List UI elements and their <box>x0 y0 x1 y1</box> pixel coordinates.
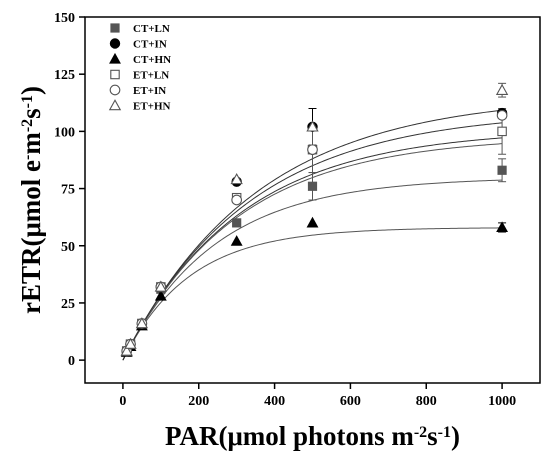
point-et-hn <box>495 83 509 95</box>
x-tick-label: 0 <box>119 394 126 409</box>
plot-area-border <box>84 16 541 384</box>
x-tick-label: 800 <box>416 394 437 409</box>
legend-item-ct-ln: CT+LN <box>110 23 170 35</box>
legend-item-et-ln: ET+LN <box>110 69 169 82</box>
legend-item-ct-hn: CT+HN <box>109 52 171 66</box>
x-tick-label: 600 <box>340 394 361 409</box>
y-tick-label: 25 <box>61 297 75 312</box>
point-et-hn <box>124 337 137 349</box>
point-et-hn <box>154 280 168 292</box>
point-ct-hn <box>306 216 319 228</box>
legend-marker <box>109 38 121 49</box>
axis-ticks: 0 200 400 600 800 1000 0 25 50 75 100 125 150 <box>54 11 516 409</box>
point-et-hn <box>306 120 319 132</box>
y-tick-label: 0 <box>68 354 75 369</box>
point-et-hn <box>135 317 149 329</box>
y-tick-label: 100 <box>54 125 75 140</box>
x-tick-label: 400 <box>264 394 285 409</box>
point-et-hn <box>230 173 243 185</box>
plot-frame <box>84 16 541 384</box>
point-et-in <box>307 144 318 156</box>
error-bars <box>308 82 507 233</box>
point-ct-hn <box>496 221 509 233</box>
point-ct-ln <box>232 218 242 228</box>
x-axis-title: PAR(μmol photons m-2s-1) <box>165 421 460 451</box>
x-tick-label: 1000 <box>488 394 516 409</box>
legend: CT+LN CT+IN CT+HN ET+LN ET+IN ET+HN <box>108 23 171 113</box>
legend-label: ET+HN <box>133 101 170 113</box>
y-axis-title: rETR(μmol e-m-2s-1) <box>16 86 46 314</box>
data-markers <box>120 83 509 357</box>
y-tick-label: 150 <box>54 11 75 26</box>
point-ct-hn <box>230 235 243 246</box>
legend-item-et-hn: ET+HN <box>108 99 170 113</box>
point-et-in <box>231 194 243 206</box>
fit-curves <box>122 109 503 361</box>
fit-curve-ct-hn <box>122 227 503 361</box>
legend-marker <box>108 99 122 111</box>
point-ct-ln <box>307 181 318 191</box>
legend-label: CT+LN <box>133 23 170 35</box>
legend-item-ct-in: CT+IN <box>109 38 167 51</box>
legend-marker <box>110 69 120 80</box>
y-tick-label: 125 <box>54 68 75 83</box>
legend-label: CT+IN <box>133 39 167 51</box>
legend-marker <box>109 84 121 96</box>
point-et-ln <box>497 126 507 137</box>
y-tick-label: 50 <box>61 240 75 255</box>
legend-item-et-in: ET+IN <box>109 84 166 97</box>
point-et-hn <box>120 344 133 356</box>
legend-marker <box>110 23 120 33</box>
legend-marker <box>109 52 121 64</box>
point-ct-hn <box>154 290 167 301</box>
legend-label: CT+HN <box>133 54 171 66</box>
x-tick-label: 200 <box>188 394 209 409</box>
legend-label: ET+IN <box>133 85 166 97</box>
point-et-in <box>496 110 508 121</box>
y-tick-label: 75 <box>61 183 75 198</box>
point-ct-ln <box>497 165 507 175</box>
legend-label: ET+LN <box>133 70 169 82</box>
